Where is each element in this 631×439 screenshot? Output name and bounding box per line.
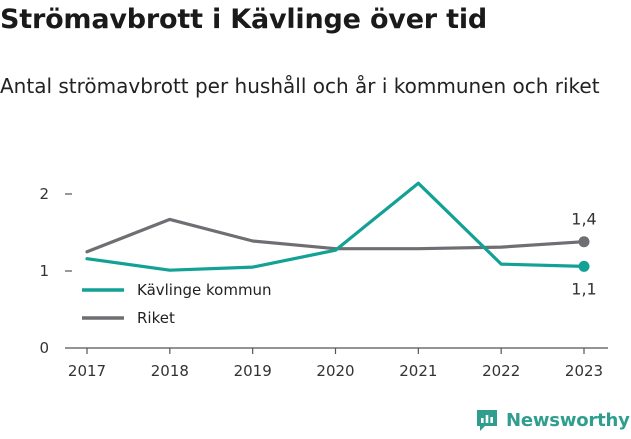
x-tick-label: 2019 [234, 362, 272, 380]
legend-label: Riket [137, 309, 175, 327]
chart-title: Strömavbrott i Kävlinge över tid [0, 4, 488, 35]
data-labels: 1,1 1,4 [571, 210, 596, 299]
newsworthy-brand[interactable]: Newsworthy [474, 407, 630, 433]
axes: 0 1 2 2017 2018 2019 2020 2021 2022 2023 [39, 185, 608, 380]
legend-label: Kävlinge kommun [137, 281, 272, 299]
x-tick-label: 2017 [68, 362, 106, 380]
x-tick-label: 2018 [151, 362, 189, 380]
y-tick-label: 2 [39, 185, 49, 203]
x-tick-label: 2022 [482, 362, 520, 380]
x-tick-label: 2020 [316, 362, 354, 380]
series-lines [85, 181, 590, 272]
x-tick-label: 2021 [399, 362, 437, 380]
x-tick-label: 2023 [565, 362, 603, 380]
series-end-marker [578, 260, 590, 272]
end-value-label: 1,1 [571, 279, 596, 298]
chart-subtitle: Antal strömavbrott per hushåll och år i … [0, 74, 600, 98]
series-end-marker [578, 236, 590, 248]
end-value-label: 1,4 [571, 210, 596, 229]
y-tick-label: 1 [39, 262, 49, 280]
brand-name: Newsworthy [506, 409, 630, 431]
series-line-k-vlinge-kommun [85, 181, 586, 272]
legend: Kävlinge kommun Riket [82, 281, 272, 327]
newsworthy-logo-icon [477, 410, 497, 431]
series-line-riket [85, 217, 586, 254]
y-tick-label: 0 [39, 339, 49, 357]
